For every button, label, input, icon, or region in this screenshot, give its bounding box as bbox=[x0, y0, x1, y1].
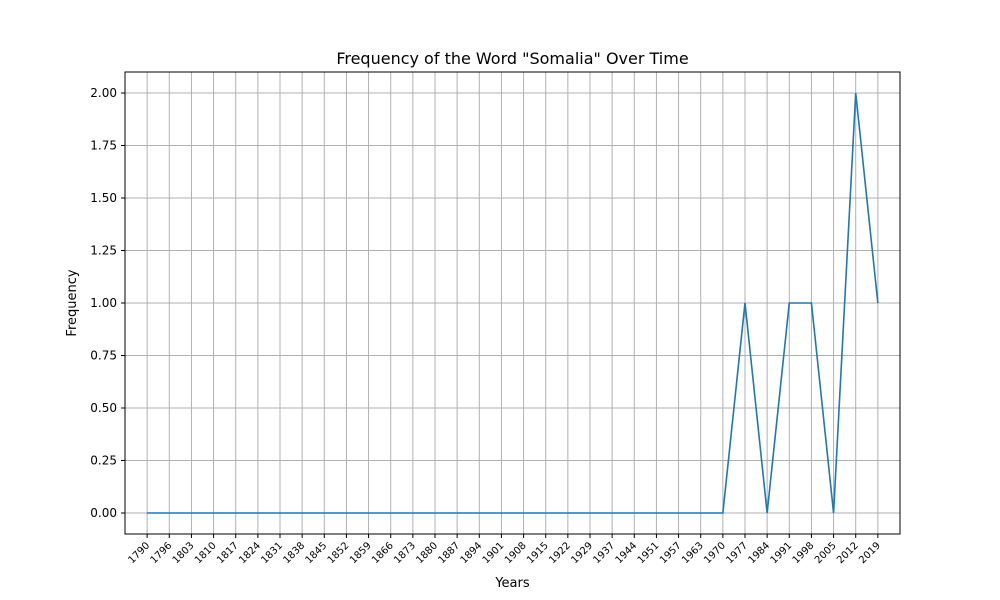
y-tick-label: 0.50 bbox=[90, 401, 117, 415]
y-tick-label: 0.00 bbox=[90, 506, 117, 520]
grid bbox=[125, 72, 900, 534]
y-tick-label: 1.50 bbox=[90, 191, 117, 205]
y-tick-label: 0.75 bbox=[90, 349, 117, 363]
x-axis-label: Years bbox=[494, 576, 530, 591]
y-tick-label: 1.25 bbox=[90, 244, 117, 258]
series-line bbox=[147, 92, 879, 514]
y-axis-label: Frequency bbox=[65, 269, 80, 336]
chart-title: Frequency of the Word "Somalia" Over Tim… bbox=[336, 49, 688, 68]
y-tick-label: 1.75 bbox=[90, 139, 117, 153]
y-tick-label: 2.00 bbox=[90, 86, 117, 100]
y-tick-label: 1.00 bbox=[90, 296, 117, 310]
series-layer bbox=[147, 92, 879, 514]
y-tick-label: 0.25 bbox=[90, 454, 117, 468]
